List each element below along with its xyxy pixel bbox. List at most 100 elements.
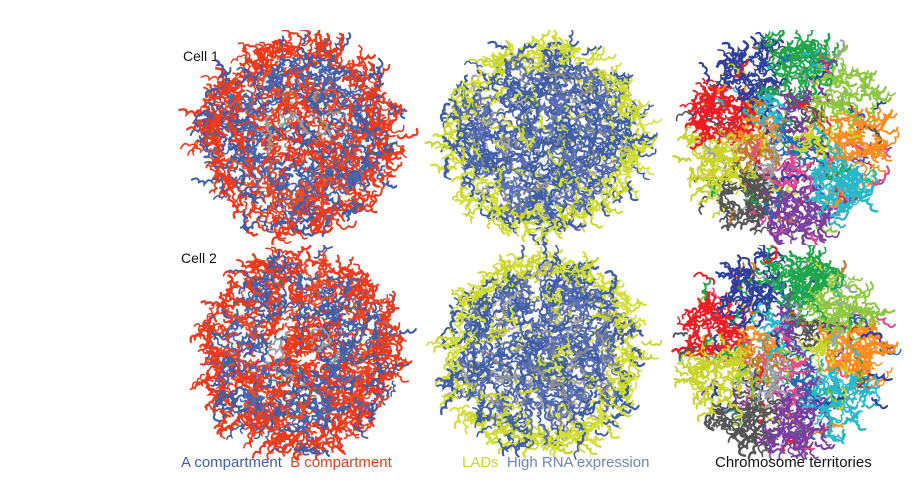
chromatin-fiber (358, 197, 378, 209)
chromatin-fiber (233, 141, 255, 154)
chromatin-fiber (368, 155, 381, 172)
chromatin-fiber (492, 393, 513, 402)
chromatin-fiber (573, 273, 581, 288)
chromatin-fiber (577, 140, 594, 156)
chromatin-fiber (564, 317, 583, 332)
chromatin-fiber (708, 129, 726, 143)
chromatin-fiber (747, 45, 764, 62)
chromatin-fiber (260, 329, 273, 345)
chromatin-fiber (820, 207, 834, 217)
chromatin-fiber (322, 74, 341, 87)
chromatin-fiber (304, 279, 321, 292)
chromatin-fiber (308, 333, 325, 345)
chromatin-fiber (456, 121, 476, 132)
chromatin-fiber (300, 372, 307, 389)
chromatin-fiber (787, 385, 808, 397)
chromatin-fiber (380, 296, 400, 310)
chromatin-fiber (760, 133, 773, 157)
chromatin-fiber (841, 130, 853, 147)
chromatin-fiber (827, 219, 847, 229)
chromatin-fiber (615, 316, 624, 335)
chromatin-fiber (362, 383, 380, 390)
chromatin-fiber (478, 344, 488, 364)
chromatin-fiber (835, 57, 848, 75)
chromatin-fiber (290, 182, 309, 199)
chromatin-fiber (262, 174, 272, 197)
chromatin-fiber (600, 200, 611, 217)
chromatin-fiber (455, 383, 476, 392)
chromatin-fiber (697, 119, 715, 133)
chromatin-fiber (492, 422, 513, 435)
chromatin-fiber (842, 85, 860, 98)
chromatin-fiber (624, 128, 635, 144)
chromatin-fiber (623, 400, 640, 411)
chromatin-fiber (503, 365, 514, 385)
chromatin-fiber (567, 347, 589, 361)
chromatin-fiber (673, 376, 695, 384)
chromatin-fiber (250, 64, 264, 86)
chromatin-fiber (210, 379, 229, 388)
chromatin-fiber (323, 99, 334, 114)
chromatin-fiber (309, 352, 333, 362)
chromatin-fiber (722, 97, 736, 112)
chromatin-fiber (449, 159, 472, 171)
chromatin-fiber (252, 45, 277, 54)
chromatin-fiber (550, 409, 559, 430)
chromatin-fiber (382, 124, 405, 134)
chromatin-fiber (878, 112, 898, 122)
chromatin-fiber (383, 168, 394, 184)
chromatin-fiber (527, 228, 547, 236)
chromatin-fiber (250, 135, 262, 156)
chromatin-fiber (200, 300, 220, 307)
chromatin-fiber (220, 81, 241, 96)
chromatin-fiber (268, 297, 276, 319)
chromatin-fiber (614, 287, 632, 302)
chromatin-fiber (253, 411, 270, 425)
chromatin-fiber (216, 422, 239, 435)
chromatin-fiber (230, 54, 248, 64)
chromatin-fiber (365, 336, 380, 348)
chromatin-fiber (545, 188, 557, 211)
chromatin-fiber (634, 165, 655, 176)
chromatin-fiber (196, 139, 208, 153)
chromatin-fiber (557, 409, 569, 427)
chromatin-fiber (453, 409, 467, 430)
chromatin-fiber (222, 270, 245, 278)
chromatin-fiber (294, 263, 303, 282)
chromatin-fiber (466, 201, 474, 224)
chromatin-fiber (283, 386, 304, 401)
chromatin-fiber (296, 439, 310, 456)
chromatin-fiber (581, 355, 600, 370)
chromatin-fiber (289, 281, 300, 304)
chromatin-fiber (743, 73, 755, 87)
chromatin-fiber (788, 68, 806, 76)
chromatin-fiber (499, 98, 518, 108)
chromatin-fiber (524, 334, 541, 346)
chromatin-fiber (816, 96, 838, 106)
chromatin-fiber (222, 77, 239, 95)
chromatin-fiber (487, 351, 501, 366)
chromatin-fiber (706, 167, 717, 185)
chromatin-fiber (600, 105, 618, 114)
chromatin-fiber (511, 358, 531, 367)
chromatin-fiber (458, 310, 475, 319)
chromatin-fiber (220, 398, 235, 407)
chromatin-fiber (193, 109, 210, 127)
chromatin-fiber (228, 115, 250, 124)
panel-cell2-compartments (178, 245, 423, 460)
chromatin-fiber (724, 331, 744, 339)
chromatin-fiber (753, 251, 771, 261)
chromatin-fiber (451, 114, 470, 125)
chromatin-fiber (470, 74, 482, 94)
chromatin-fiber (554, 284, 572, 295)
chromatin-fiber (724, 67, 738, 85)
chromatin-fiber (435, 377, 454, 392)
chromatin-fiber (465, 176, 476, 198)
chromatin-fiber (766, 30, 785, 47)
chromatin-fiber (760, 393, 775, 409)
chromatin-fiber (478, 117, 498, 125)
chromatin-fiber (851, 156, 869, 163)
chromatin-fiber (470, 293, 479, 309)
chromatin-fiber (759, 174, 774, 190)
chromatin-fiber (273, 248, 294, 257)
